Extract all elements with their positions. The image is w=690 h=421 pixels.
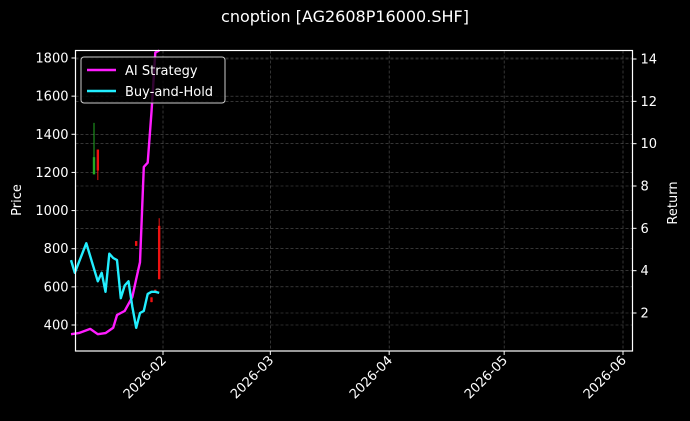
legend-box	[80, 56, 226, 104]
candle-body	[157, 225, 161, 280]
right-axis-label: Return	[666, 181, 681, 224]
x-tick-label: 2026-06	[581, 353, 630, 402]
left-tick-label: 1200	[35, 166, 68, 181]
legend-label-ai-strategy: AI Strategy	[125, 64, 198, 79]
right-axis-ticks: 2 4 6 8 10 12 14	[632, 53, 658, 322]
chart-title: cnoption [AG2608P16000.SHF]	[221, 7, 469, 26]
candle-body	[150, 297, 153, 303]
right-tick-label: 4	[641, 264, 649, 279]
candle-body	[96, 149, 100, 171]
x-tick-label: 2026-04	[347, 353, 396, 402]
left-tick-label: 1400	[35, 128, 68, 143]
x-axis-ticks: 2026-02 2026-03 2026-04 2026-05 2026-06	[121, 351, 630, 402]
plot-frame	[74, 49, 634, 352]
right-tick-label: 6	[641, 222, 649, 237]
right-tick-label: 10	[641, 137, 658, 152]
right-tick-label: 14	[641, 53, 658, 68]
left-axis-label: Price	[10, 184, 25, 216]
left-tick-label: 800	[44, 242, 69, 257]
legend: AI Strategy Buy-and-Hold	[80, 56, 226, 104]
series-lines	[69, 49, 160, 336]
left-tick-label: 1600	[35, 90, 68, 105]
legend-label-buy-and-hold: Buy-and-Hold	[125, 85, 213, 100]
candle-body	[134, 241, 138, 246]
left-tick-label: 1000	[35, 204, 68, 219]
left-tick-label: 600	[44, 280, 69, 295]
left-axis-ticks: 400 600 800 1000 1200 1400 1600 1800	[35, 52, 76, 334]
right-tick-label: 8	[641, 180, 649, 195]
left-tick-label: 1800	[35, 52, 68, 67]
right-tick-label: 12	[641, 95, 658, 110]
candle-body	[92, 157, 96, 175]
x-tick-label: 2026-05	[462, 353, 511, 402]
line-buy-and-hold	[69, 241, 160, 329]
right-tick-label: 2	[641, 307, 649, 322]
x-tick-label: 2026-02	[121, 353, 170, 402]
x-tick-label: 2026-03	[228, 353, 277, 402]
line-ai-strategy	[70, 49, 160, 336]
left-tick-label: 400	[44, 319, 69, 334]
